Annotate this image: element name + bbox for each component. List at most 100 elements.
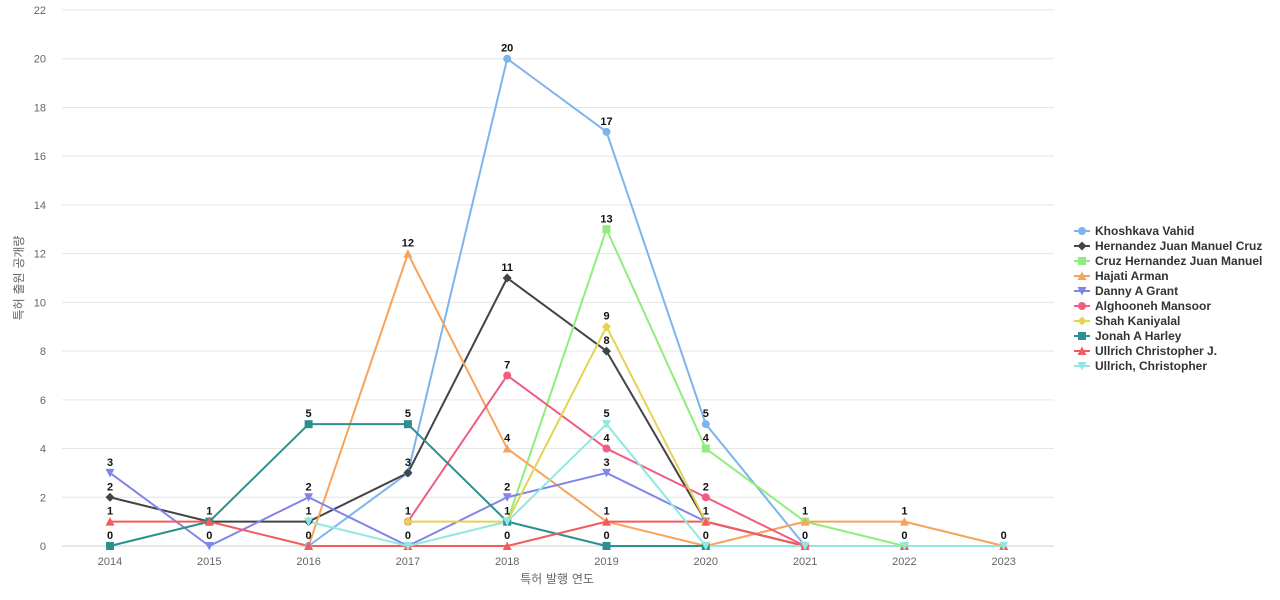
y-tick-label: 22 (34, 5, 46, 17)
data-point-jonah-a-harley (403, 420, 412, 429)
data-point-ullrich-christopher-j (105, 517, 115, 526)
legend-item[interactable]: Shah Kaniyalal (1074, 314, 1180, 328)
data-point-ullrich-christopher (701, 542, 711, 551)
y-tick-label: 4 (40, 444, 46, 456)
data-label: 1 (802, 506, 808, 518)
x-tick-label: 2016 (296, 556, 320, 568)
series-line-hernandez-juan-manuel-cruz (109, 277, 807, 547)
legend-marker (1078, 302, 1086, 310)
legend-label: Ullrich Christopher J. (1095, 344, 1217, 358)
data-point-danny-a-grant (602, 468, 611, 478)
data-point-hajati-arman (502, 444, 512, 453)
legend-item[interactable]: Ullrich, Christopher (1074, 359, 1207, 373)
data-point-hernandez-juan-manuel-cruz (105, 492, 115, 502)
data-label: 1 (206, 506, 212, 518)
legend-label: Alghooneh Mansoor (1095, 299, 1211, 313)
data-label: 12 (402, 238, 414, 250)
series-line-ullrich-christopher-j (109, 520, 1005, 547)
data-label: 4 (504, 433, 511, 445)
data-label: 0 (504, 530, 510, 542)
legend-item[interactable]: Hernandez Juan Manuel Cruz (1074, 239, 1262, 253)
legend-item[interactable]: Cruz Hernandez Juan Manuel (1074, 254, 1262, 268)
legend-label: Jonah A Harley (1095, 329, 1182, 343)
data-point-ullrich-christopher (304, 517, 314, 527)
data-label: 3 (107, 457, 113, 469)
data-point-ullrich-christopher (899, 542, 909, 551)
data-label: 11 (501, 262, 513, 274)
series-line-ullrich-christopher (307, 423, 1005, 547)
data-point-jonah-a-harley (106, 542, 114, 550)
data-label: 0 (802, 530, 808, 542)
legend-label: Hernandez Juan Manuel Cruz (1095, 239, 1262, 253)
data-point-danny-a-grant (304, 493, 314, 502)
legend-label: Danny A Grant (1095, 284, 1178, 298)
data-point-alghooneh-mansoor (503, 371, 512, 380)
data-label: 0 (306, 530, 312, 542)
x-tick-label: 2015 (197, 556, 221, 568)
x-tick-label: 2014 (98, 556, 122, 568)
y-axis-title: 특허 출원 공개량 (12, 236, 26, 321)
data-label: 7 (504, 359, 510, 371)
x-axis-title: 특허 발행 연도 (520, 571, 594, 586)
data-label: 3 (405, 457, 411, 469)
data-label: 0 (107, 530, 113, 542)
legend-marker (1077, 241, 1087, 251)
data-label: 17 (600, 116, 612, 128)
legend-item[interactable]: Ullrich Christopher J. (1074, 344, 1217, 358)
data-label: 1 (504, 506, 510, 518)
y-tick-label: 14 (34, 200, 46, 212)
data-label: 4 (703, 433, 710, 445)
data-point-ullrich-christopher (403, 542, 413, 551)
legend-item[interactable]: Danny A Grant (1074, 284, 1178, 298)
legend-marker (1078, 332, 1086, 340)
data-label: 8 (603, 335, 609, 347)
x-tick-label: 2018 (495, 556, 519, 568)
legend-item[interactable]: Alghooneh Mansoor (1074, 299, 1211, 313)
data-point-hajati-arman (403, 249, 413, 258)
series-line-khoshkava-vahid (307, 57, 807, 547)
data-point-ullrich-christopher (999, 542, 1009, 551)
legend-label: Hajati Arman (1095, 269, 1169, 283)
y-tick-label: 6 (40, 395, 46, 407)
data-point-alghooneh-mansoor (701, 493, 710, 502)
x-axis-ticks: 2014 2015 2016 2017 2018 2019 2020 2021 2022 2023 (98, 556, 1016, 568)
y-tick-label: 8 (40, 346, 46, 358)
series-line-hajati-arman (307, 252, 1005, 547)
series-line-shah-kaniyalal (406, 325, 707, 523)
grid-lines (62, 9, 1054, 547)
data-label: 3 (603, 457, 609, 469)
y-axis-ticks: 0 2 4 6 8 10 12 14 16 18 20 22 (34, 5, 46, 553)
y-tick-label: 2 (40, 492, 46, 504)
data-label: 0 (901, 530, 907, 542)
data-labels: 3210105210125310201174210171398543105421… (107, 43, 1007, 542)
legend-label: Khoshkava Vahid (1095, 224, 1194, 238)
data-point-ullrich-christopher (800, 542, 810, 551)
legend-marker (1077, 287, 1087, 296)
legend-item[interactable]: Khoshkava Vahid (1074, 224, 1194, 238)
data-label: 13 (600, 213, 612, 225)
data-point-hernandez-juan-manuel-cruz (502, 273, 512, 283)
y-tick-label: 20 (34, 54, 46, 66)
data-label: 2 (306, 481, 312, 493)
data-label: 1 (405, 506, 411, 518)
legend-item[interactable]: Jonah A Harley (1074, 329, 1182, 343)
data-point-ullrich-christopher-j (502, 541, 512, 550)
legend-marker (1078, 227, 1086, 235)
data-label: 5 (306, 408, 312, 420)
data-point-hajati-arman (800, 517, 810, 526)
data-label: 0 (603, 530, 609, 542)
data-label: 1 (901, 506, 907, 518)
x-tick-label: 2022 (892, 556, 916, 568)
data-point-hernandez-juan-manuel-cruz (403, 468, 413, 478)
x-tick-label: 2019 (594, 556, 618, 568)
data-label: 0 (206, 530, 212, 542)
legend-item[interactable]: Hajati Arman (1074, 269, 1169, 283)
data-point-alghooneh-mansoor (602, 444, 611, 453)
y-tick-label: 18 (34, 102, 46, 114)
data-point-ullrich-christopher-j (304, 541, 314, 550)
data-label: 2 (107, 481, 113, 493)
data-point-cruz-hernandez-juan-manuel (602, 225, 611, 234)
